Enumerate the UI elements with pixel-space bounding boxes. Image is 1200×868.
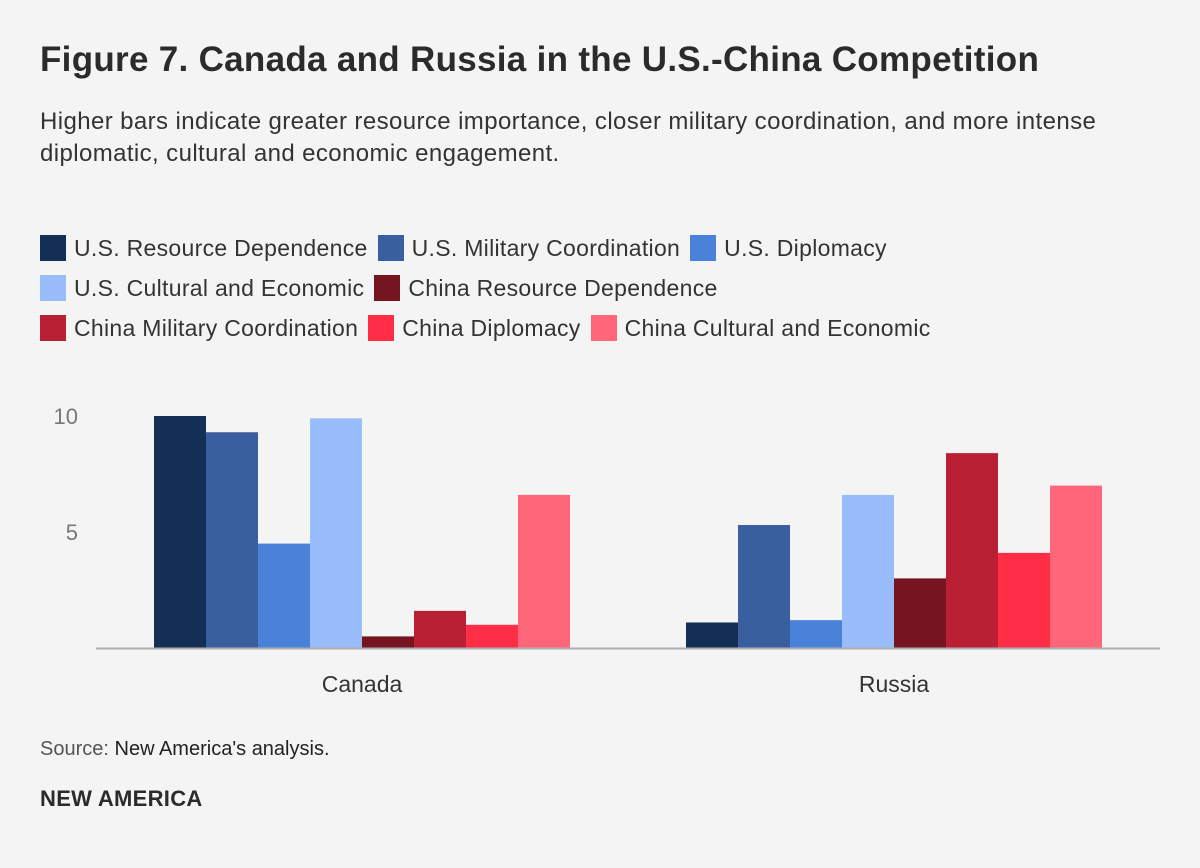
legend-label: China Military Coordination (74, 314, 359, 341)
legend-row: China Military Coordination China Diploma… (40, 308, 1170, 348)
legend-label: U.S. Cultural and Economic (74, 274, 365, 301)
legend-label: U.S. Military Coordination (411, 234, 681, 261)
legend-row: U.S. Cultural and Economic China Resource… (40, 268, 1170, 308)
legend: U.S. Resource Dependence U.S. Military Co… (40, 228, 1170, 348)
legend-swatch (40, 315, 66, 341)
legend-item: U.S. Diplomacy (690, 235, 887, 262)
legend-swatch (690, 235, 717, 261)
legend-item: China Resource Dependence (374, 275, 717, 302)
y-tick-label: 10 (54, 404, 78, 429)
bar-canada-4 (362, 636, 414, 648)
x-tick-label: Russia (859, 671, 930, 697)
legend-swatch (40, 275, 66, 301)
bar-russia-6 (998, 552, 1050, 648)
bar-canada-3 (310, 418, 362, 648)
bar-canada-7 (518, 494, 570, 648)
chart-title: Figure 7. Canada and Russia in the U.S.-… (40, 40, 1040, 79)
legend-label: China Resource Dependence (408, 274, 718, 301)
bar-russia-5 (946, 453, 998, 648)
legend-item: U.S. Cultural and Economic (40, 275, 364, 302)
y-tick-label: 5 (66, 520, 78, 545)
bar-canada-6 (466, 624, 518, 648)
legend-item: China Diplomacy (368, 315, 580, 342)
legend-item: China Cultural and Economic (590, 314, 931, 342)
legend-swatch (374, 275, 401, 301)
legend-swatch (590, 315, 617, 341)
bar-russia-0 (686, 622, 738, 648)
bar-russia-3 (842, 494, 894, 648)
brand-logo: NEW AMERICA (40, 786, 203, 811)
legend-label: U.S. Diplomacy (724, 234, 887, 261)
legend-swatch (368, 315, 395, 341)
legend-item: China Military Coordination (40, 315, 358, 342)
bar-russia-2 (790, 620, 842, 648)
bar-russia-1 (738, 525, 790, 648)
x-tick-label: Canada (322, 671, 403, 697)
legend-label: China Diplomacy (402, 314, 581, 341)
bar-canada-1 (206, 432, 258, 648)
legend-swatch (377, 235, 404, 261)
legend-item: U.S. Military Coordination (377, 234, 681, 262)
legend-label: U.S. Resource Dependence (74, 234, 368, 261)
bar-canada-5 (414, 610, 466, 648)
bar-canada-2 (258, 543, 310, 648)
bar-canada-0 (154, 416, 206, 648)
legend-label: China Cultural and Economic (624, 314, 931, 341)
source-note: Source: New America's analysis. (40, 738, 330, 761)
legend-swatch (40, 235, 66, 261)
bar-russia-4 (894, 578, 946, 648)
legend-row: U.S. Resource Dependence U.S. Military Co… (40, 228, 1170, 268)
source-text: New America's analysis. (114, 738, 330, 760)
legend-item: U.S. Resource Dependence (40, 235, 368, 262)
chart-subtitle: Higher bars indicate greater resource im… (40, 108, 1097, 167)
source-label: Source: (40, 738, 109, 760)
bar-russia-7 (1050, 485, 1102, 648)
